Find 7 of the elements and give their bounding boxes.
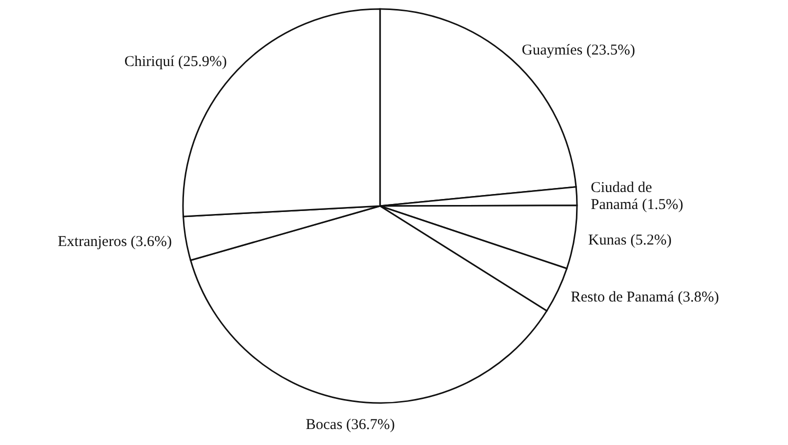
slice-label: Ciudad de Panamá (1.5%)	[590, 180, 684, 213]
slice-label: Resto de Panamá (3.8%)	[570, 289, 720, 306]
slice-label: Chiriquí (25.9%)	[124, 54, 227, 70]
slice-label: Bocas (36.7%)	[306, 416, 395, 433]
slice-label: Guaymíes (23.5%)	[522, 42, 636, 59]
slice-label: Kunas (5.2%)	[588, 232, 672, 249]
slice-label: Extranjeros (3.6%)	[58, 234, 172, 250]
